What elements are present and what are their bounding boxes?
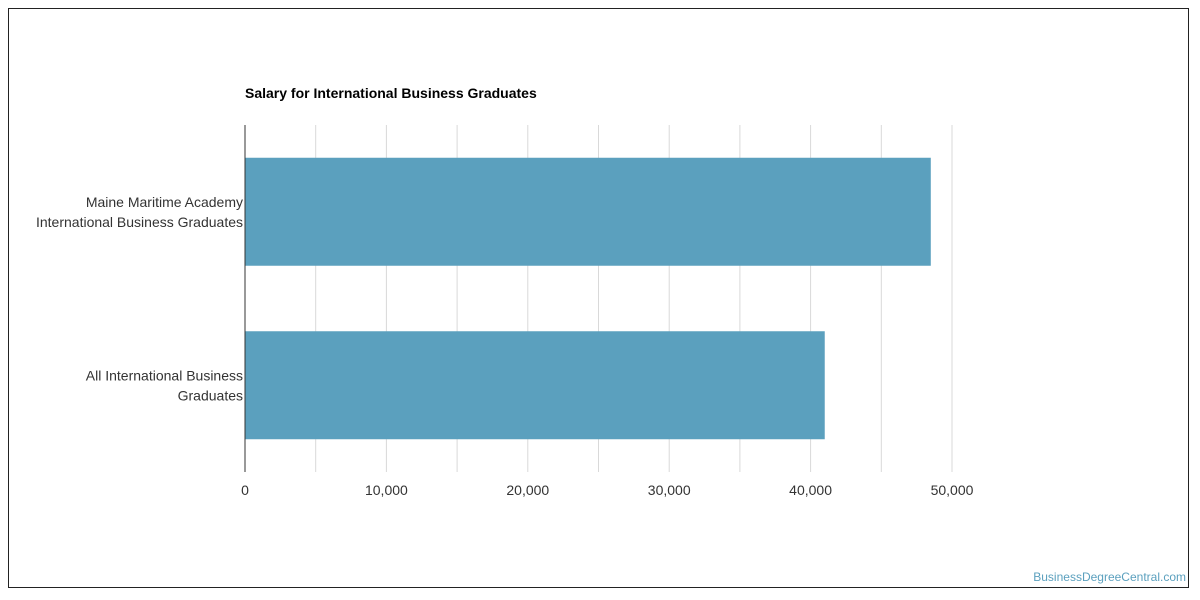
category-label: All International Business Graduates	[86, 367, 243, 403]
category-label-line: International Business Graduates	[36, 214, 243, 230]
x-tick-label: 0	[241, 482, 249, 498]
bar-layer	[245, 157, 931, 440]
bar	[245, 157, 931, 266]
chart-frame	[8, 8, 1189, 588]
category-label-line: All International Business	[86, 367, 243, 383]
x-tick-label: 20,000	[506, 482, 549, 498]
x-tick-label: 50,000	[931, 482, 974, 498]
x-tick-label: 10,000	[365, 482, 408, 498]
x-tick-label: 30,000	[648, 482, 691, 498]
bar	[245, 331, 825, 440]
x-tick-label: 40,000	[789, 482, 832, 498]
watermark-link[interactable]: BusinessDegreeCentral.com	[1033, 570, 1186, 584]
label-layer: 0 10,000 20,000 30,000 40,000 50,000 Maine Mar…	[36, 194, 974, 498]
category-label-line: Maine Maritime Academy	[86, 194, 243, 210]
category-label: Maine Maritime Academy International Busi…	[36, 194, 243, 230]
category-label-line: Graduates	[178, 387, 243, 403]
chart-title: Salary for International Business Gradua…	[245, 85, 537, 101]
